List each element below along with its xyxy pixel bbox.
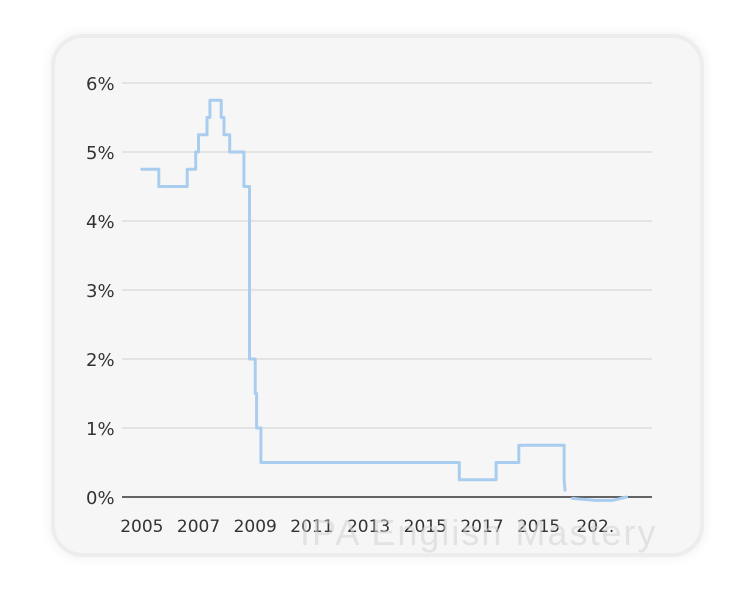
x-tick-label: 202. [576, 517, 614, 537]
y-tick-label: 0% [86, 488, 115, 509]
chart-card [55, 38, 700, 553]
x-tick-label: 2011 [290, 517, 333, 537]
x-tick-label: 2013 [347, 517, 390, 537]
gridlines [122, 82, 652, 498]
y-tick-label: 6% [86, 74, 115, 95]
y-tick-label: 3% [86, 281, 115, 302]
x-tick-label: 2015 [517, 517, 560, 537]
y-tick-label: 1% [86, 419, 115, 440]
y-tick-label: 5% [86, 143, 115, 164]
y-axis-tick-labels: 0% 1% 2% 3% 4% 5% 6% [86, 74, 115, 509]
x-axis-tick-labels: 2005 2007 2009 2011 2013 2015 2017 2015 202. [120, 517, 614, 537]
x-tick-label: 2007 [177, 517, 220, 537]
x-tick-label: 2005 [120, 517, 163, 537]
y-tick-label: 2% [86, 350, 115, 371]
x-tick-label: 2009 [234, 517, 277, 537]
x-tick-label: 2017 [460, 517, 503, 537]
series-lines [140, 98, 628, 502]
series-line-1 [140, 98, 567, 492]
y-tick-label: 4% [86, 212, 115, 233]
x-tick-label: 2015 [404, 517, 447, 537]
series-line-2 [571, 495, 628, 502]
